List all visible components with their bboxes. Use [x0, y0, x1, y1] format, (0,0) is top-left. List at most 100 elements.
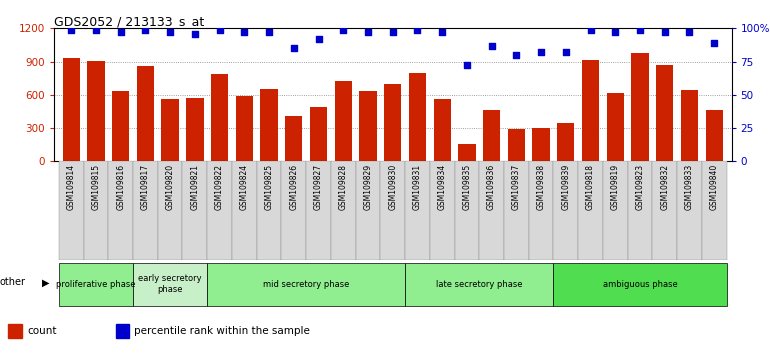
Bar: [628, 161, 652, 260]
Bar: [158, 161, 182, 260]
Text: ambiguous phase: ambiguous phase: [603, 280, 678, 289]
Point: [634, 27, 646, 33]
Bar: [603, 161, 628, 260]
Bar: [557, 124, 574, 161]
Point: [387, 29, 399, 35]
Bar: [207, 263, 405, 306]
Point: [164, 29, 176, 35]
Text: GSM109821: GSM109821: [190, 164, 199, 210]
Text: GSM109824: GSM109824: [239, 164, 249, 210]
Point: [213, 27, 226, 33]
Bar: [582, 60, 599, 161]
Bar: [331, 161, 356, 260]
Text: GSM109838: GSM109838: [537, 164, 546, 210]
Text: GSM109833: GSM109833: [685, 164, 694, 210]
Bar: [532, 129, 550, 161]
Bar: [360, 91, 377, 161]
Text: GSM109828: GSM109828: [339, 164, 348, 210]
Text: proliferative phase: proliferative phase: [56, 280, 136, 289]
Bar: [652, 161, 677, 260]
Text: GSM109826: GSM109826: [290, 164, 298, 210]
Text: GSM109820: GSM109820: [166, 164, 175, 210]
Bar: [405, 161, 430, 260]
Bar: [430, 161, 454, 260]
Bar: [232, 161, 256, 260]
Bar: [529, 161, 554, 260]
Point: [560, 49, 572, 55]
Bar: [281, 161, 306, 260]
Point: [189, 31, 201, 36]
Bar: [434, 99, 450, 161]
Text: GSM109823: GSM109823: [635, 164, 644, 210]
Text: late secretory phase: late secretory phase: [436, 280, 523, 289]
Text: GSM109827: GSM109827: [314, 164, 323, 210]
Text: percentile rank within the sample: percentile rank within the sample: [134, 326, 310, 336]
Text: GSM109830: GSM109830: [388, 164, 397, 210]
Point: [337, 27, 350, 33]
Text: GSM109825: GSM109825: [265, 164, 273, 210]
Point: [460, 63, 473, 68]
Bar: [479, 161, 504, 260]
Bar: [260, 89, 278, 161]
Text: mid secretory phase: mid secretory phase: [263, 280, 350, 289]
Bar: [681, 90, 698, 161]
Bar: [335, 81, 352, 161]
Bar: [116, 324, 129, 338]
Bar: [285, 116, 303, 161]
Text: GSM109817: GSM109817: [141, 164, 150, 210]
Bar: [507, 129, 525, 161]
Bar: [483, 110, 501, 161]
Text: GSM109831: GSM109831: [413, 164, 422, 210]
Bar: [631, 53, 648, 161]
Bar: [8, 324, 22, 338]
Text: GSM109834: GSM109834: [437, 164, 447, 210]
Point: [313, 36, 325, 42]
Bar: [656, 65, 674, 161]
Point: [65, 27, 77, 33]
Text: GSM109814: GSM109814: [67, 164, 75, 210]
Bar: [705, 110, 723, 161]
Text: GSM109829: GSM109829: [363, 164, 373, 210]
Point: [609, 29, 621, 35]
Bar: [256, 161, 281, 260]
Bar: [133, 263, 207, 306]
Point: [511, 52, 523, 58]
Bar: [677, 161, 701, 260]
Bar: [454, 161, 479, 260]
Text: GSM109818: GSM109818: [586, 164, 595, 210]
Text: GSM109819: GSM109819: [611, 164, 620, 210]
Bar: [207, 161, 232, 260]
Bar: [356, 161, 380, 260]
Point: [535, 49, 547, 55]
Text: GSM109815: GSM109815: [92, 164, 100, 210]
Point: [485, 43, 497, 48]
Bar: [137, 67, 154, 161]
Point: [708, 40, 721, 46]
Text: other: other: [0, 277, 26, 287]
Text: GSM109822: GSM109822: [215, 164, 224, 210]
Bar: [59, 161, 84, 260]
Text: GSM109832: GSM109832: [660, 164, 669, 210]
Point: [658, 29, 671, 35]
Text: GDS2052 / 213133_s_at: GDS2052 / 213133_s_at: [54, 15, 204, 28]
Text: GSM109840: GSM109840: [710, 164, 718, 210]
Point: [584, 27, 597, 33]
Bar: [380, 161, 405, 260]
Bar: [84, 161, 109, 260]
Text: ▶: ▶: [42, 277, 50, 287]
Bar: [310, 107, 327, 161]
Bar: [504, 161, 529, 260]
Bar: [306, 161, 331, 260]
Point: [263, 29, 275, 35]
Bar: [384, 84, 401, 161]
Bar: [162, 99, 179, 161]
Bar: [701, 161, 727, 260]
Point: [362, 29, 374, 35]
Point: [683, 29, 695, 35]
Bar: [409, 73, 426, 161]
Bar: [578, 161, 603, 260]
Bar: [109, 161, 133, 260]
Bar: [186, 98, 203, 161]
Bar: [133, 161, 158, 260]
Text: GSM109839: GSM109839: [561, 164, 571, 210]
